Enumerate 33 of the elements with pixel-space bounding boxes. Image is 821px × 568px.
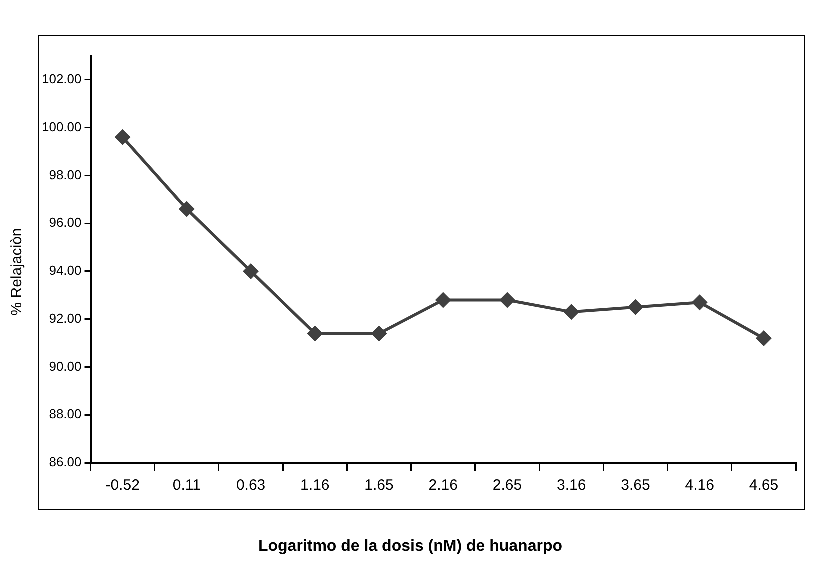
point xyxy=(564,304,580,320)
point xyxy=(178,201,195,218)
x-tick-label: 0.11 xyxy=(172,477,201,494)
point xyxy=(307,326,324,342)
x-tick-label: 4.65 xyxy=(749,477,779,494)
x-tick-label: 1.65 xyxy=(364,477,394,494)
y-tick-label: 92.00 xyxy=(49,310,82,326)
y-tick-label: 102.00 xyxy=(42,72,82,87)
y-tick-label: 90.00 xyxy=(49,358,82,374)
y-tick-label: 94.00 xyxy=(49,263,82,278)
y-axis-title: % Relajaciòn xyxy=(8,228,26,316)
y-tick-label: 98.00 xyxy=(49,167,82,182)
x-tick-label: 2.16 xyxy=(428,477,458,494)
point xyxy=(499,292,516,308)
x-tick-label: -0.52 xyxy=(106,477,140,494)
point xyxy=(628,299,644,316)
x-tick-label: 0.63 xyxy=(236,477,266,494)
x-tick-label: 1.16 xyxy=(300,477,330,494)
x-axis-title: Logaritmo de la dosis (nM) de huanarpo xyxy=(257,538,564,556)
point xyxy=(692,294,708,311)
x-tick-label: 4.16 xyxy=(685,477,714,494)
point xyxy=(756,330,772,347)
point xyxy=(371,326,388,342)
x-tick-label: 3.16 xyxy=(557,477,586,494)
x-tick-label: 2.65 xyxy=(492,477,522,494)
point xyxy=(435,292,452,308)
point xyxy=(114,129,131,146)
point xyxy=(243,263,260,280)
y-tick-label: 86.00 xyxy=(49,454,82,470)
y-tick-label: 100.00 xyxy=(42,119,82,134)
x-tick-label: 3.65 xyxy=(621,477,650,494)
y-tick-label: 96.00 xyxy=(49,215,82,230)
y-tick-label: 88.00 xyxy=(49,406,82,422)
